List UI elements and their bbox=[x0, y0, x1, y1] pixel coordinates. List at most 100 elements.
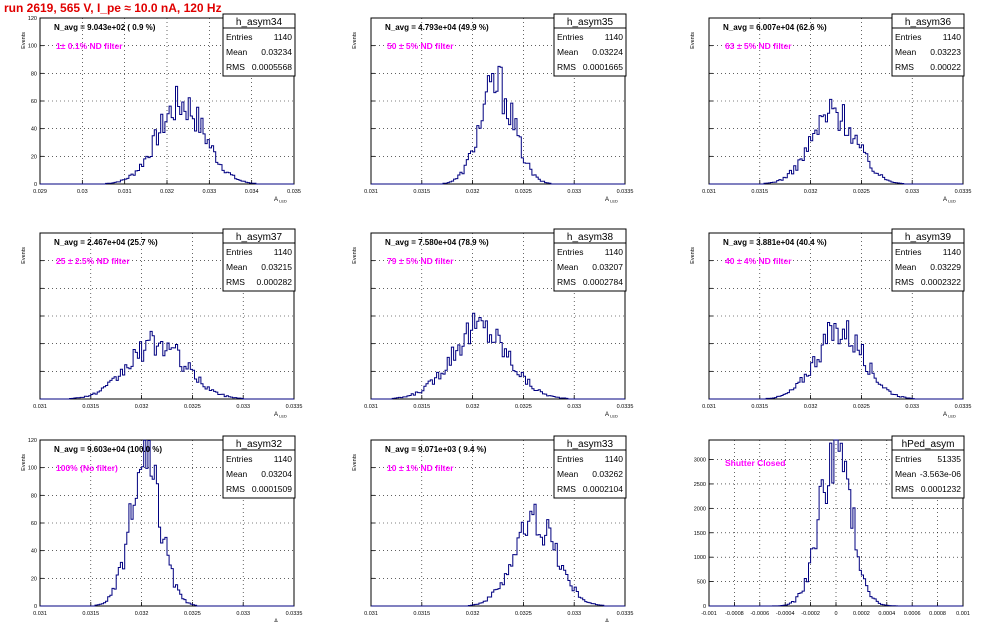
x-tick-label: 0.032 bbox=[135, 404, 149, 410]
stats-value: 0.0002322 bbox=[921, 277, 961, 287]
x-tick-label: 0.033 bbox=[567, 404, 581, 410]
x-tick-label: -0.0006 bbox=[750, 611, 769, 617]
y-tick-label: 100 bbox=[28, 44, 37, 50]
stats-box bbox=[222, 435, 296, 499]
x-tick-label: 0.033 bbox=[567, 189, 581, 195]
stats-box bbox=[553, 435, 627, 499]
x-tick-label: 0.0335 bbox=[955, 189, 972, 195]
filter-label: 79 ± 5% ND filter bbox=[387, 256, 454, 266]
y-axis-label: Events bbox=[690, 247, 696, 264]
x-tick-label: 0.0315 bbox=[413, 611, 430, 617]
nbar-label: N_avg = 2.467e+04 (25.7 %) bbox=[54, 238, 158, 247]
stats-value: 1140 bbox=[605, 247, 624, 257]
x-tick-label: 0.033 bbox=[905, 404, 919, 410]
panel-h_asym35: 0.031 0.0315 0.032 0.0325 0.033 0.0335 Events A… bbox=[352, 13, 634, 204]
stats-label: Entries bbox=[557, 32, 583, 42]
x-tick-label: 0.0315 bbox=[751, 404, 768, 410]
stats-value: 0.03224 bbox=[592, 47, 623, 57]
x-tick-label: -0.001 bbox=[701, 611, 717, 617]
filter-label: 63 ± 5% ND filter bbox=[725, 41, 792, 51]
stats-label: Mean bbox=[557, 47, 579, 57]
y-tick-label: 0 bbox=[703, 604, 706, 610]
y-tick-label: 80 bbox=[31, 493, 37, 499]
x-tick-label: 0.032 bbox=[466, 404, 480, 410]
histogram-title: h_asym39 bbox=[905, 232, 952, 243]
x-tick-label: 0.033 bbox=[905, 189, 919, 195]
x-tick-label: 0.032 bbox=[466, 189, 480, 195]
panel-h_asym37: 0.031 0.0315 0.032 0.0325 0.033 0.0335 Events A… bbox=[21, 228, 302, 419]
x-axis-label: A LED bbox=[605, 619, 618, 622]
panel-hPed_asym: -0.001 -0.0008 -0.0006 -0.0004 -0.0002 0 0.000… bbox=[694, 435, 970, 617]
nbar-label: N_avg = 6.007e+04 (62.6 %) bbox=[723, 23, 827, 32]
y-tick-label: 120 bbox=[28, 16, 37, 22]
panel-h_asym34: 0.029 0.03 0.031 0.032 0.033 0.034 0.035 0 20 40 6… bbox=[21, 13, 301, 204]
stats-value: 0.03215 bbox=[261, 262, 292, 272]
stats-value: 1140 bbox=[943, 32, 962, 42]
y-axis-label: Events bbox=[21, 454, 27, 471]
histogram-title: h_asym34 bbox=[236, 17, 283, 28]
x-axis-label: A LED bbox=[943, 197, 956, 204]
histogram-title: h_asym33 bbox=[567, 439, 614, 450]
x-tick-label: -0.0004 bbox=[776, 611, 795, 617]
panel-h_asym33: 0.031 0.0315 0.032 0.0325 0.033 0.0335 Events A… bbox=[352, 435, 633, 622]
stats-box bbox=[222, 13, 296, 77]
stats-value: 1140 bbox=[274, 247, 293, 257]
stats-label: RMS bbox=[226, 277, 245, 287]
x-tick-label: 0.0006 bbox=[904, 611, 921, 617]
x-tick-label: -0.0002 bbox=[801, 611, 820, 617]
stats-label: Entries bbox=[895, 247, 921, 257]
stats-value: 0.0002784 bbox=[583, 277, 623, 287]
stats-label: RMS bbox=[895, 62, 914, 72]
x-tick-label: 0.032 bbox=[804, 404, 818, 410]
x-tick-label: 0.0335 bbox=[955, 404, 972, 410]
x-tick-label: 0.0325 bbox=[515, 189, 532, 195]
y-axis-label: Events bbox=[21, 32, 27, 49]
panel-h_asym38: 0.031 0.0315 0.032 0.0325 0.033 0.0335 Events A… bbox=[352, 228, 633, 419]
stats-label: Mean bbox=[895, 47, 917, 57]
histogram-line bbox=[40, 85, 294, 185]
nbar-label: N_avg = 9.071e+03 ( 9.4 %) bbox=[385, 445, 487, 454]
filter-label: 40 ± 4% ND filter bbox=[725, 256, 792, 266]
stats-value: 0.0005568 bbox=[252, 62, 292, 72]
x-tick-label: 0.033 bbox=[236, 611, 250, 617]
x-tick-label: 0.0004 bbox=[878, 611, 895, 617]
y-tick-label: 3000 bbox=[694, 458, 706, 464]
y-tick-label: 80 bbox=[31, 71, 37, 77]
stats-label: RMS bbox=[557, 277, 576, 287]
y-tick-label: 2500 bbox=[694, 482, 706, 488]
x-tick-label: 0.0325 bbox=[515, 611, 532, 617]
histogram-line bbox=[371, 65, 625, 185]
filter-label: 10 ± 1% ND filter bbox=[387, 463, 454, 473]
y-tick-label: 40 bbox=[31, 549, 37, 555]
x-axis-label: A LED bbox=[274, 412, 287, 419]
stats-value: 0.0002104 bbox=[583, 484, 623, 494]
x-tick-label: 0.0315 bbox=[82, 404, 99, 410]
y-axis-label: Events bbox=[352, 454, 358, 471]
stats-value: 0.0001232 bbox=[921, 484, 961, 494]
x-tick-label: 0.0315 bbox=[413, 404, 430, 410]
y-tick-label: 0 bbox=[34, 604, 37, 610]
stats-value: 51335 bbox=[937, 454, 961, 464]
filter-label: 25 ± 2.5% ND filter bbox=[56, 256, 130, 266]
y-tick-label: 40 bbox=[31, 127, 37, 133]
histogram-title: h_asym32 bbox=[236, 439, 283, 450]
x-tick-label: 0.0325 bbox=[184, 611, 201, 617]
histogram-line bbox=[371, 312, 625, 400]
y-tick-label: 60 bbox=[31, 99, 37, 105]
x-tick-label: 0.0325 bbox=[515, 404, 532, 410]
nbar-label: N_avg = 3.881e+04 (40.4 %) bbox=[723, 238, 827, 247]
stats-label: Entries bbox=[557, 247, 583, 257]
y-tick-label: 1000 bbox=[694, 555, 706, 561]
stats-label: RMS bbox=[226, 484, 245, 494]
x-axis-label: A LED bbox=[274, 197, 287, 204]
x-tick-label: 0.0335 bbox=[617, 189, 634, 195]
x-tick-label: 0.032 bbox=[160, 189, 174, 195]
x-tick-label: -0.0008 bbox=[725, 611, 744, 617]
x-tick-label: 0.033 bbox=[567, 611, 581, 617]
stats-label: RMS bbox=[226, 62, 245, 72]
stats-label: Mean bbox=[557, 262, 579, 272]
y-tick-label: 500 bbox=[697, 580, 706, 586]
stats-value: 1140 bbox=[943, 247, 962, 257]
stats-value: 0.03234 bbox=[261, 47, 292, 57]
